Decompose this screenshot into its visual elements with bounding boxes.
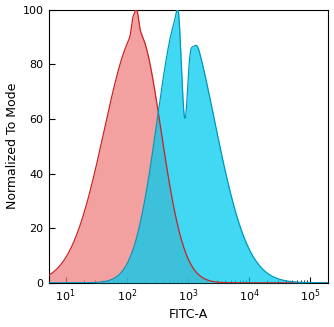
Y-axis label: Normalized To Mode: Normalized To Mode — [6, 83, 19, 209]
X-axis label: FITC-A: FITC-A — [169, 308, 208, 321]
